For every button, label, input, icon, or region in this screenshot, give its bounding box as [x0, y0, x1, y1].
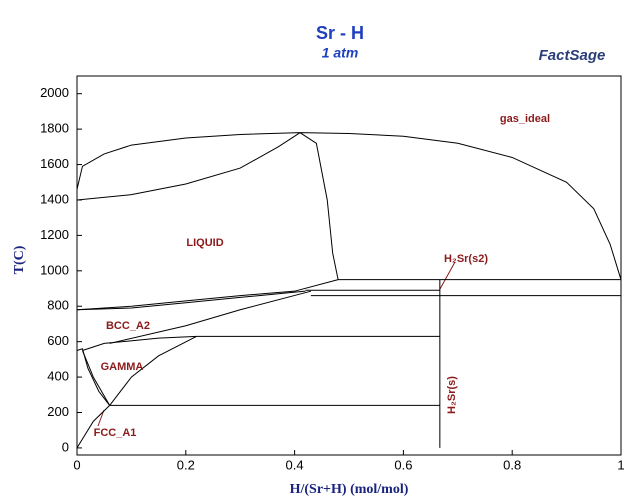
plot-frame	[76, 75, 622, 456]
y-tick-label: 1200	[40, 227, 69, 242]
phase-boundary	[76, 132, 301, 201]
x-axis-label: H/(Sr+H) (mol/mol)	[290, 482, 409, 497]
logo: FactSage	[539, 47, 606, 64]
phase-boundary	[76, 348, 111, 406]
phase-boundary	[76, 405, 110, 449]
region-label: H₂Sr(s2)	[444, 253, 488, 265]
chart-title: Sr - H	[316, 23, 364, 43]
phase-boundary	[109, 335, 197, 406]
y-tick-label: 400	[47, 369, 69, 384]
region-label: GAMMA	[101, 361, 144, 373]
phase-boundary	[82, 335, 197, 351]
y-tick-label: 800	[47, 298, 69, 313]
x-tick-label: 0.6	[394, 457, 412, 472]
phase-boundary	[76, 279, 339, 311]
region-label: FCC_A1	[94, 427, 137, 439]
y-tick-label: 1400	[40, 191, 69, 206]
chart-subtitle: 1 atm	[322, 45, 359, 61]
y-tick-label: 2000	[40, 85, 69, 100]
phase-boundary	[81, 350, 111, 406]
x-tick-label: 0	[73, 457, 80, 472]
y-axis-label: T(C)	[12, 245, 27, 274]
y-tick-label: 0	[62, 439, 69, 454]
phase-boundary	[76, 290, 306, 311]
x-tick-label: 0.4	[286, 457, 304, 472]
phase-boundary	[299, 132, 339, 280]
y-tick-label: 1600	[40, 156, 69, 171]
y-tick-label: 200	[47, 404, 69, 419]
region-label: gas_ideal	[500, 113, 550, 125]
region-label: LIQUID	[186, 237, 223, 249]
y-tick-label: 1800	[40, 121, 69, 136]
region-label: H₂Sr(s)	[446, 376, 458, 414]
x-tick-label: 0.8	[503, 457, 521, 472]
phase-boundary	[76, 132, 622, 280]
y-tick-label: 600	[47, 333, 69, 348]
region-label: BCC_A2	[106, 320, 150, 332]
x-tick-label: 1	[617, 457, 624, 472]
pointer	[439, 261, 456, 290]
phase-boundary	[109, 290, 312, 344]
y-tick-label: 1000	[40, 262, 69, 277]
x-tick-label: 0.2	[177, 457, 195, 472]
pointer	[97, 409, 105, 427]
